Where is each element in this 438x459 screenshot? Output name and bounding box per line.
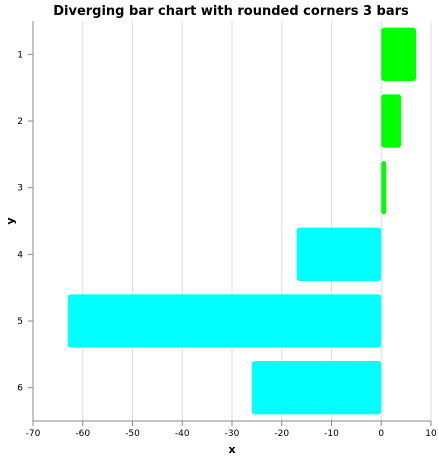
y-tick-label: 3 xyxy=(17,184,23,194)
x-tick-label: -50 xyxy=(125,429,140,439)
x-tick-label: -30 xyxy=(225,429,240,439)
bar-2 xyxy=(381,94,402,148)
bar-5 xyxy=(67,294,382,348)
bar-6 xyxy=(251,361,382,415)
x-tick-label: -70 xyxy=(26,429,41,439)
y-tick-label: 4 xyxy=(17,250,23,260)
x-tick-label: -60 xyxy=(75,429,90,439)
bar-4 xyxy=(296,227,382,281)
y-tick-label: 5 xyxy=(17,317,23,327)
x-tick-label: -10 xyxy=(324,429,339,439)
x-tick-label: 10 xyxy=(425,429,437,439)
y-tick-label: 6 xyxy=(17,384,23,394)
x-axis: -70 -60 -50 -40 -30 -20 -10 0 10 xyxy=(26,420,437,439)
bars xyxy=(67,27,417,415)
y-axis: 1 2 3 4 5 6 xyxy=(17,21,34,421)
bar-3 xyxy=(381,161,387,215)
y-axis-title: y xyxy=(4,217,17,224)
chart-title: Diverging bar chart with rounded corners… xyxy=(53,4,409,19)
grid xyxy=(32,21,432,421)
x-axis-title: x xyxy=(228,443,235,456)
x-tick-label: -40 xyxy=(175,429,190,439)
y-tick-label: 1 xyxy=(17,50,23,60)
bar-1 xyxy=(381,27,417,82)
x-tick-label: -20 xyxy=(274,429,289,439)
y-tick-label: 2 xyxy=(17,117,23,127)
x-tick-label: 0 xyxy=(378,429,384,439)
